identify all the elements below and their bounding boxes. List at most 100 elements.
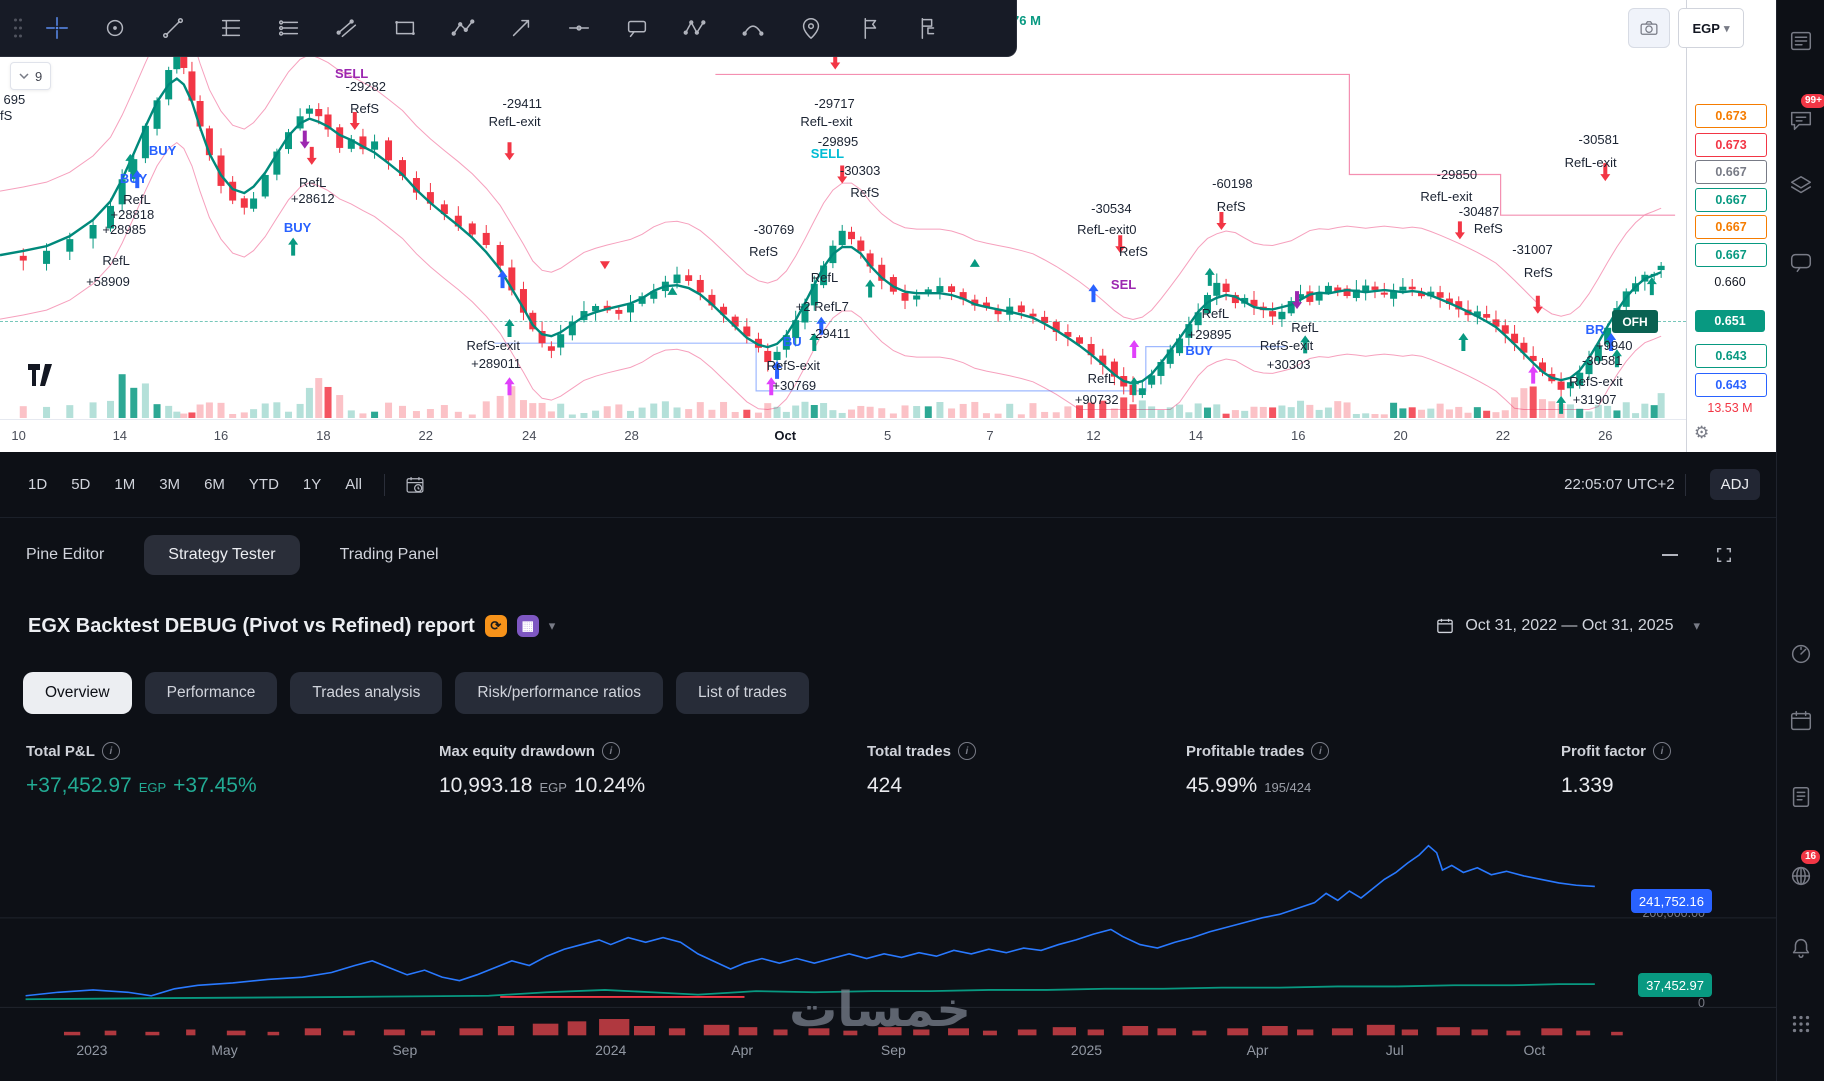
range-3m[interactable]: 3M: [159, 476, 181, 493]
signpost-icon[interactable]: [840, 6, 898, 50]
chat-icon[interactable]: [1788, 249, 1814, 275]
map-pin-icon[interactable]: [782, 6, 840, 50]
range-all[interactable]: All: [345, 476, 362, 493]
buy-marker-icon: [1204, 267, 1215, 286]
watchlist-icon[interactable]: [1788, 28, 1814, 54]
tradingview-logo[interactable]: [28, 364, 58, 391]
buy-marker-icon: [497, 270, 508, 289]
metric-label: Total P&L i: [26, 742, 257, 760]
info-icon[interactable]: i: [1311, 742, 1330, 760]
currency-label: EGP: [1692, 20, 1720, 36]
toolbar-drag-handle-icon[interactable]: [8, 6, 28, 50]
range-ytd[interactable]: YTD: [248, 476, 279, 493]
calendar-icon[interactable]: [1788, 708, 1814, 734]
subtab-risk-performance-ratios[interactable]: Risk/performance ratios: [455, 672, 663, 714]
buy-marker-icon: [969, 258, 980, 267]
buy-marker-icon: [1556, 395, 1567, 414]
web-icon[interactable]: [1788, 863, 1814, 889]
range-5d[interactable]: 5D: [71, 476, 91, 493]
gauge-icon[interactable]: [1788, 641, 1814, 667]
info-icon[interactable]: i: [1653, 742, 1672, 760]
candlestick-canvas: [0, 14, 1676, 418]
apps-grid-icon[interactable]: [1788, 1011, 1814, 1037]
sell-marker-icon: [504, 142, 515, 161]
point-marker-icon[interactable]: [86, 6, 144, 50]
price-scale[interactable]: 0.673 0.673 0.667 0.667 0.667 0.667 0.660 0.651…: [1686, 0, 1776, 452]
time-axis-label: 16: [1290, 428, 1306, 443]
time-axis-label: 7: [986, 428, 994, 443]
legend-count: 9: [35, 68, 43, 84]
fib-retracement-icon[interactable]: [202, 6, 260, 50]
symbol-flag-chip: OFH: [1612, 310, 1658, 333]
price-chart[interactable]: 695fSBUYBUYRefL+28818+28985RefL+58909Ref…: [0, 0, 1776, 452]
rectangle-icon[interactable]: [376, 6, 434, 50]
flag-mark-icon[interactable]: [898, 6, 956, 50]
legend-collapse-control[interactable]: 9: [10, 62, 52, 90]
drawing-toolbar-tools: [86, 6, 956, 50]
value-text: 10,993.18: [439, 774, 533, 797]
arrow-tool-icon[interactable]: [492, 6, 550, 50]
tab-strategy-tester[interactable]: Strategy Tester: [144, 534, 300, 575]
chart-settings-gear-icon[interactable]: ⚙: [1694, 423, 1710, 442]
polyline-path-icon[interactable]: [434, 6, 492, 50]
subtab-trades-analysis[interactable]: Trades analysis: [290, 672, 443, 714]
layers-icon[interactable]: [1788, 173, 1814, 199]
xabcd-pattern-icon[interactable]: [666, 6, 724, 50]
strategy-properties-icon[interactable]: ▦: [516, 615, 539, 637]
range-1y[interactable]: 1Y: [302, 476, 322, 493]
minimize-panel-icon[interactable]: [1662, 553, 1678, 557]
go-to-date-icon[interactable]: [395, 463, 435, 507]
buy-marker-icon: [1088, 284, 1099, 303]
subtab-performance[interactable]: Performance: [144, 672, 278, 714]
deep-backtesting-icon[interactable]: ⟳: [484, 615, 507, 637]
report-subtabs: Overview Performance Trades analysis Risk/p…: [23, 672, 809, 714]
metric-profitable-trades: Profitable trades i 45.99% 195/424: [1186, 742, 1330, 798]
time-axis-label: 24: [522, 428, 537, 443]
screenshot-camera-icon[interactable]: [1628, 8, 1670, 48]
subtab-overview[interactable]: Overview: [23, 672, 132, 714]
crosshair-icon[interactable]: [28, 6, 86, 50]
range-6m[interactable]: 6M: [204, 476, 225, 493]
sell-marker-icon: [349, 111, 360, 130]
info-icon[interactable]: i: [101, 742, 120, 760]
time-axis-label: 16: [213, 428, 229, 443]
ideas-icon[interactable]: [1788, 107, 1814, 133]
curve-tool-icon[interactable]: [724, 6, 782, 50]
tab-pine-editor[interactable]: Pine Editor: [26, 545, 105, 563]
session-clock[interactable]: 22:05:07 UTC+2: [1564, 476, 1675, 493]
time-axis-label: 22: [418, 428, 433, 443]
grid-label: 0: [1698, 996, 1705, 1010]
range-1m[interactable]: 1M: [114, 476, 136, 493]
time-scale[interactable]: 10 14 16 18 22 24 28 Oct 5 7 12 14 16 20 22 26: [0, 419, 1686, 452]
adjusted-data-toggle[interactable]: ADJ: [1709, 469, 1760, 500]
bottom-panel: 1D 5D 1M 3M 6M YTD 1Y All 22:05:07 UTC+2 ADJ Pi…: [0, 452, 1776, 1081]
bell-icon[interactable]: [1788, 935, 1814, 961]
horizontal-rays-icon[interactable]: [260, 6, 318, 50]
horizontal-line-icon[interactable]: [550, 6, 608, 50]
parallel-channel-icon[interactable]: [318, 6, 376, 50]
tab-trading-panel[interactable]: Trading Panel: [339, 545, 439, 563]
time-axis-label: 14: [112, 428, 128, 443]
price-level-label: 0.643: [1695, 343, 1767, 368]
time-axis-label: 12: [1086, 428, 1101, 443]
report-date-range[interactable]: Oct 31, 2022 — Oct 31, 2025 ▾: [1435, 616, 1700, 636]
equity-x-label: Oct: [1523, 1042, 1546, 1058]
buy-marker-icon: [504, 319, 515, 338]
panel-window-controls: [1662, 547, 1732, 563]
maximize-panel-icon[interactable]: [1716, 547, 1732, 563]
range-1d[interactable]: 1D: [28, 476, 48, 493]
callout-icon[interactable]: [608, 6, 666, 50]
metric-label: Total trades i: [867, 742, 976, 760]
report-icon[interactable]: [1788, 784, 1814, 810]
currency-toggle[interactable]: EGP ▾: [1678, 8, 1744, 48]
info-icon[interactable]: i: [957, 742, 976, 760]
sell-marker-icon: [599, 261, 610, 270]
info-icon[interactable]: i: [601, 742, 620, 760]
equity-x-label: Apr: [1246, 1042, 1269, 1058]
trend-line-icon[interactable]: [144, 6, 202, 50]
last-price-line: [0, 321, 1686, 322]
subtab-list-of-trades[interactable]: List of trades: [676, 672, 809, 714]
chevron-down-icon[interactable]: ▾: [548, 618, 556, 633]
equity-curve-chart[interactable]: خمسات 241,752.16 37,452.97 200,000.00 0 …: [0, 830, 1776, 1081]
